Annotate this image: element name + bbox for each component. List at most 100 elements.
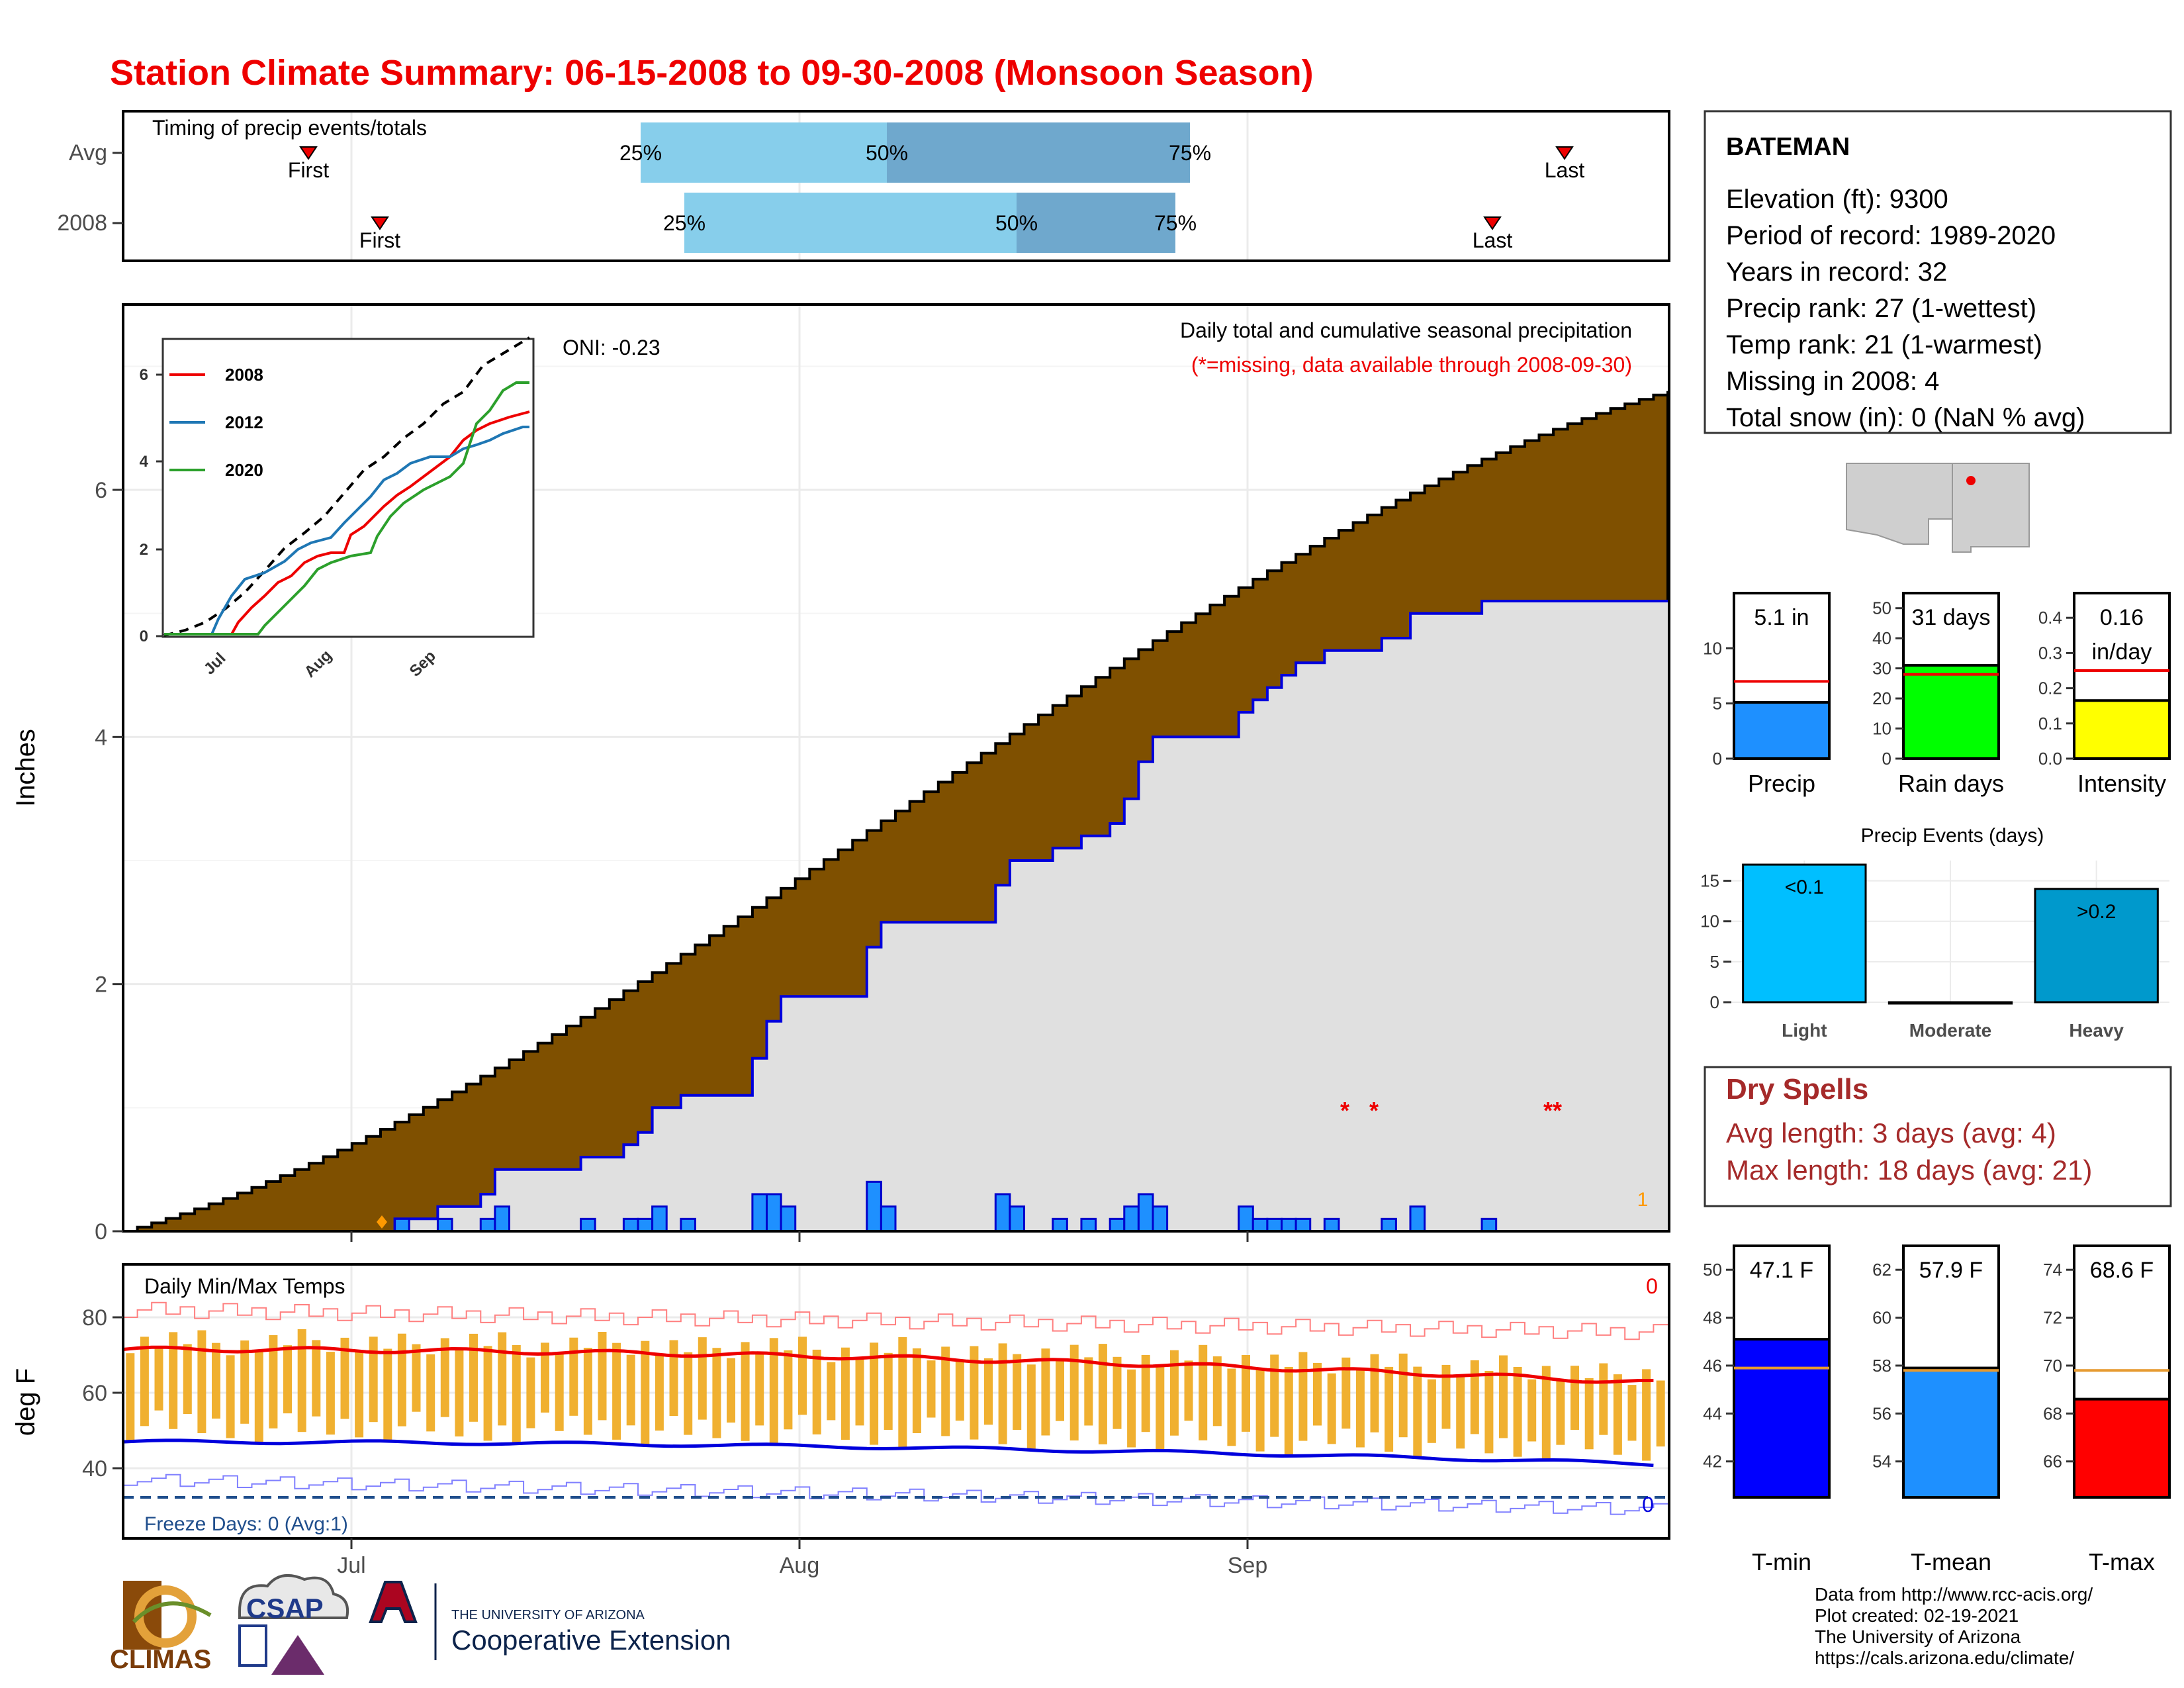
summary-ytick: 5: [1713, 694, 1722, 714]
inset-legend-2020: 2020: [225, 460, 263, 480]
daily-precip-bar: [1152, 1205, 1169, 1233]
credit-url: https://cals.arizona.edu/climate/: [1815, 1648, 2074, 1668]
temp-range-bar: [727, 1358, 735, 1423]
summary-bar-charts: 5.1 in 0 5 10 Precip 31 days 0 10 20 30 40 50 Rain d…: [1703, 592, 2171, 797]
station-missing: Missing in 2008: 4: [1726, 367, 1939, 396]
daily-precip-bar: [766, 1193, 782, 1233]
temp-range-bar: [1270, 1354, 1279, 1437]
temp-range-bar: [1656, 1380, 1665, 1447]
temp-range-bar: [626, 1354, 635, 1426]
temp-range-bar: [1242, 1355, 1250, 1432]
temp-range-bar: [312, 1340, 321, 1417]
credit-data-source: Data from http://www.rcc-acis.org/: [1815, 1584, 2093, 1605]
temp-range-bar: [1627, 1385, 1637, 1441]
temp-range-bar: [1069, 1344, 1079, 1441]
station-info-box: BATEMAN Elevation (ft): 9300 Period of r…: [1704, 110, 2172, 434]
summary-ytick: 60: [1872, 1308, 1891, 1328]
first-event-marker: [377, 1215, 387, 1229]
dry-spells-title: Dry Spells: [1726, 1073, 1868, 1105]
timing-2008-last-marker: [1483, 216, 1502, 230]
summary-ytick: 46: [1703, 1356, 1722, 1376]
summary-value-bar: [2073, 1397, 2171, 1499]
temp-range-bar: [1370, 1354, 1379, 1432]
precip-y-axis: 0 2 4 6: [95, 478, 1249, 1244]
timing-avg-p75: 75%: [1169, 141, 1211, 165]
precip-events-chart: Precip Events (days) 0 5 10 15 <0.1 Light Mode…: [1700, 825, 2169, 1041]
csap-logo: CSAP: [238, 1574, 349, 1675]
temp-range-bar: [1227, 1368, 1236, 1446]
summary-bar-label: Rain days: [1898, 770, 2004, 797]
summary-ytick: 58: [1872, 1356, 1891, 1376]
daily-precip-bar: [1238, 1205, 1254, 1233]
temp-range-bar: [598, 1332, 607, 1421]
summary-ytick: 0: [1882, 749, 1891, 769]
timing-2008-first-marker: [371, 216, 389, 230]
temp-ytick-80: 80: [82, 1305, 107, 1331]
summary-ytick: 50: [1872, 598, 1891, 618]
temp-range-bar: [855, 1358, 864, 1426]
temp-range-bar: [455, 1348, 464, 1436]
temp-range-bar: [1499, 1355, 1508, 1438]
daily-precip-bar: [580, 1217, 596, 1233]
summary-ytick: 54: [1872, 1452, 1891, 1472]
events-category-label: Moderate: [1909, 1020, 1991, 1041]
temp-range-bar: [1098, 1344, 1107, 1444]
temp-range-bar: [240, 1340, 250, 1424]
daily-precip-bar: [637, 1217, 654, 1233]
temp-range-bar: [1056, 1359, 1064, 1421]
daily-precip-bar: [1323, 1217, 1340, 1233]
temp-range-bar: [1113, 1356, 1122, 1429]
precip-frame: [122, 303, 1670, 1233]
temp-range-bar: [1385, 1366, 1394, 1452]
temp-range-bar: [555, 1354, 564, 1431]
daily-precip-bar: [479, 1217, 496, 1233]
events-ytick: 15: [1700, 871, 1719, 891]
temp-range-bar: [827, 1362, 836, 1421]
events-category-label: Light: [1782, 1020, 1827, 1041]
timing-avg-last-marker: [1555, 146, 1574, 160]
daily-precip-bar: [1052, 1217, 1068, 1233]
temp-range-bar: [1456, 1376, 1465, 1449]
temp-range-bar: [1327, 1373, 1336, 1444]
temp-range-bar: [612, 1342, 621, 1440]
temp-range-bar: [1355, 1368, 1365, 1448]
summary-ytick: 30: [1872, 659, 1891, 679]
daily-precip-bar: [1266, 1217, 1283, 1233]
oni-label: ONI: -0.23: [563, 336, 660, 359]
temp-range-bar: [140, 1336, 149, 1427]
daily-precip-bar: [1080, 1217, 1097, 1233]
events-bar-label: >0.2: [2077, 901, 2116, 923]
daily-precip-bar: [436, 1217, 453, 1233]
daily-precip-bar: [622, 1217, 639, 1233]
daily-precip-bar: [780, 1205, 797, 1233]
summary-value-unit: in/day: [2092, 639, 2152, 665]
temp-range-bar: [1255, 1368, 1265, 1452]
summary-ytick: 10: [1703, 638, 1722, 658]
temp-range-bar: [898, 1336, 907, 1449]
timing-2008-p75: 75%: [1154, 211, 1197, 235]
timing-label: Timing of precip events/totals: [152, 116, 427, 140]
locator-map: [1840, 461, 2032, 564]
temp-range-bar: [126, 1353, 135, 1442]
tmin-count: 0: [1642, 1493, 1654, 1517]
daily-temp-range-bars: [126, 1329, 1665, 1461]
climas-logo: CLIMAS: [110, 1581, 212, 1674]
temp-range-bar: [212, 1342, 220, 1419]
temp-range-bar: [970, 1346, 979, 1440]
count-label: 1: [1637, 1189, 1649, 1211]
timing-avg-last-label: Last: [1545, 158, 1585, 182]
temp-range-bar: [755, 1352, 764, 1426]
temp-y-label: deg F: [11, 1368, 40, 1436]
summary-value-label: 31 days: [1911, 605, 1990, 630]
summary-ytick: 44: [1703, 1403, 1722, 1423]
temp-range-bar: [498, 1332, 507, 1426]
station-precip-rank: Precip rank: 27 (1-wettest): [1726, 294, 2036, 323]
temp-range-bar: [669, 1340, 678, 1416]
timing-avg-first-label: First: [288, 158, 329, 182]
temp-range-bar: [1570, 1366, 1579, 1430]
temp-range-bar: [1313, 1362, 1322, 1426]
temp-range-bar: [1041, 1348, 1050, 1436]
temp-range-bar: [426, 1354, 435, 1432]
temp-range-bar: [741, 1342, 750, 1441]
temp-range-bar: [183, 1344, 192, 1414]
